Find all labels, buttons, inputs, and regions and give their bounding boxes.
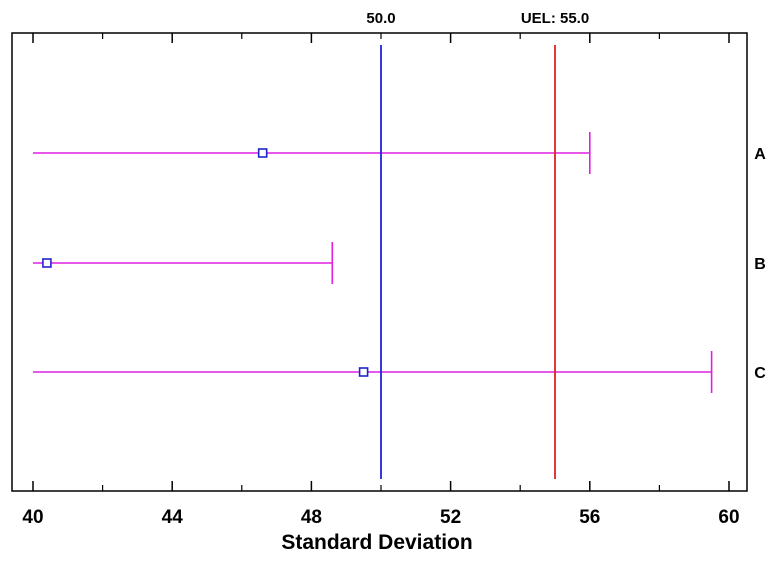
plot-frame bbox=[11, 32, 748, 492]
x-tick-label: 60 bbox=[718, 507, 739, 528]
x-tick-label: 40 bbox=[22, 507, 43, 528]
reference-lines: 50.0 UEL: 55.0 bbox=[366, 10, 589, 479]
estimate-marker bbox=[358, 367, 369, 377]
x-tick-label: 44 bbox=[162, 507, 184, 528]
x-tick-label: 48 bbox=[301, 507, 322, 528]
category-label: C bbox=[754, 365, 766, 382]
interval-series bbox=[33, 132, 713, 393]
estimate-marker bbox=[42, 258, 52, 268]
reference-line-label: 50.0 bbox=[366, 10, 395, 27]
category-labels: A B C bbox=[754, 146, 766, 382]
estimate-marker bbox=[257, 148, 268, 158]
x-axis-label: Standard Deviation bbox=[281, 531, 472, 554]
x-axis-ticks bbox=[32, 33, 730, 491]
estimate-markers bbox=[42, 148, 369, 377]
category-label: B bbox=[754, 256, 766, 273]
x-axis-tick-labels: 40 44 48 52 56 60 bbox=[22, 507, 739, 528]
category-label: A bbox=[754, 146, 766, 163]
reference-line-label: UEL: 55.0 bbox=[521, 10, 589, 27]
x-tick-label: 52 bbox=[440, 507, 461, 528]
x-tick-label: 56 bbox=[579, 507, 600, 528]
